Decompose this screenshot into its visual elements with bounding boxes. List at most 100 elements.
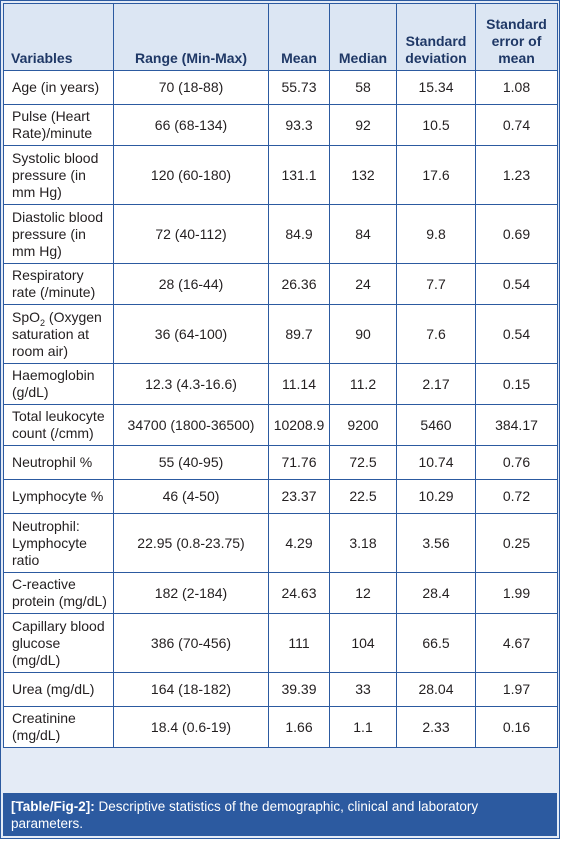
- mean-cell: 11.14: [268, 363, 330, 405]
- caption-tag: [Table/Fig-2]:: [11, 799, 95, 814]
- median-cell: 72.5: [329, 445, 397, 480]
- caption-text: Descriptive statistics of the demographi…: [11, 799, 479, 831]
- mean-cell: 23.37: [268, 479, 330, 514]
- header-standard-deviation: Standard deviation: [396, 3, 476, 71]
- mean-cell: 71.76: [268, 445, 330, 480]
- mean-cell: 4.29: [268, 513, 330, 573]
- table-row: Age (in years) 70 (18-88) 55.73 58 15.34…: [3, 70, 558, 105]
- range-cell: 36 (64-100): [113, 304, 269, 364]
- row-label: SpO2 (Oxygen saturation at room air): [3, 304, 114, 364]
- range-cell: 182 (2-184): [113, 572, 269, 614]
- range-cell: 70 (18-88): [113, 70, 269, 105]
- row-label: Age (in years): [3, 70, 114, 105]
- statistics-table: Variables Range (Min-Max) Mean Median St…: [3, 3, 558, 748]
- range-cell: 55 (40-95): [113, 445, 269, 480]
- sem-cell: 1.97: [475, 672, 558, 707]
- sem-cell: 0.54: [475, 304, 558, 364]
- mean-cell: 39.39: [268, 672, 330, 707]
- median-cell: 3.18: [329, 513, 397, 573]
- mean-cell: 26.36: [268, 263, 330, 305]
- sem-cell: 0.72: [475, 479, 558, 514]
- row-label: Haemoglobin (g/dL): [3, 363, 114, 405]
- range-cell: 12.3 (4.3-16.6): [113, 363, 269, 405]
- sem-cell: 0.16: [475, 706, 558, 748]
- table-row: Urea (mg/dL) 164 (18-182) 39.39 33 28.04…: [3, 672, 558, 707]
- sd-cell: 2.33: [396, 706, 476, 748]
- sd-cell: 10.29: [396, 479, 476, 514]
- range-cell: 66 (68-134): [113, 104, 269, 146]
- sem-cell: 4.67: [475, 613, 558, 673]
- header-range: Range (Min-Max): [113, 3, 269, 71]
- range-cell: 386 (70-456): [113, 613, 269, 673]
- table-row: Lymphocyte % 46 (4-50) 23.37 22.5 10.29 …: [3, 479, 558, 514]
- sem-cell: 1.23: [475, 145, 558, 205]
- mean-cell: 10208.9: [268, 404, 330, 446]
- range-cell: 120 (60-180): [113, 145, 269, 205]
- table-caption: [Table/Fig-2]: Descriptive statistics of…: [3, 793, 557, 836]
- row-label: Neutrophil %: [3, 445, 114, 480]
- row-label: Pulse (Heart Rate)/minute: [3, 104, 114, 146]
- row-label: Neutrophil: Lymphocyte ratio: [3, 513, 114, 573]
- table-row: Systolic blood pressure (in mm Hg) 120 (…: [3, 145, 558, 205]
- header-median: Median: [329, 3, 397, 71]
- sd-cell: 5460: [396, 404, 476, 446]
- median-cell: 84: [329, 204, 397, 264]
- table-row: Capillary blood glucose (mg/dL) 386 (70-…: [3, 613, 558, 673]
- row-label: Capillary blood glucose (mg/dL): [3, 613, 114, 673]
- sem-cell: 1.99: [475, 572, 558, 614]
- row-label: Lymphocyte %: [3, 479, 114, 514]
- mean-cell: 93.3: [268, 104, 330, 146]
- sd-cell: 3.56: [396, 513, 476, 573]
- row-label: Total leukocyte count (/cmm): [3, 404, 114, 446]
- row-label: Respiratory rate (/minute): [3, 263, 114, 305]
- header-standard-error: Standard error of mean: [475, 3, 558, 71]
- row-label-subscript: 2: [40, 317, 46, 328]
- mean-cell: 89.7: [268, 304, 330, 364]
- median-cell: 9200: [329, 404, 397, 446]
- median-cell: 58: [329, 70, 397, 105]
- sd-cell: 9.8: [396, 204, 476, 264]
- mean-cell: 111: [268, 613, 330, 673]
- median-cell: 1.1: [329, 706, 397, 748]
- table-row: Respiratory rate (/minute) 28 (16-44) 26…: [3, 263, 558, 305]
- sd-cell: 17.6: [396, 145, 476, 205]
- sd-cell: 28.4: [396, 572, 476, 614]
- sd-cell: 28.04: [396, 672, 476, 707]
- table-row: Pulse (Heart Rate)/minute 66 (68-134) 93…: [3, 104, 558, 146]
- sem-cell: 0.54: [475, 263, 558, 305]
- median-cell: 24: [329, 263, 397, 305]
- table-row: SpO2 (Oxygen saturation at room air) 36 …: [3, 304, 558, 364]
- table-row: Total leukocyte count (/cmm) 34700 (1800…: [3, 404, 558, 446]
- row-label: Diastolic blood pressure (in mm Hg): [3, 204, 114, 264]
- table-row: Haemoglobin (g/dL) 12.3 (4.3-16.6) 11.14…: [3, 363, 558, 405]
- row-label: Systolic blood pressure (in mm Hg): [3, 145, 114, 205]
- median-cell: 12: [329, 572, 397, 614]
- sd-cell: 15.34: [396, 70, 476, 105]
- table-row: Diastolic blood pressure (in mm Hg) 72 (…: [3, 204, 558, 264]
- row-label: Urea (mg/dL): [3, 672, 114, 707]
- range-cell: 34700 (1800-36500): [113, 404, 269, 446]
- sd-cell: 66.5: [396, 613, 476, 673]
- sd-cell: 7.6: [396, 304, 476, 364]
- table-row: Neutrophil: Lymphocyte ratio 22.95 (0.8-…: [3, 513, 558, 573]
- sem-cell: 0.15: [475, 363, 558, 405]
- mean-cell: 131.1: [268, 145, 330, 205]
- mean-cell: 55.73: [268, 70, 330, 105]
- range-cell: 18.4 (0.6-19): [113, 706, 269, 748]
- header-row: Variables Range (Min-Max) Mean Median St…: [3, 3, 558, 71]
- table-row: Neutrophil % 55 (40-95) 71.76 72.5 10.74…: [3, 445, 558, 480]
- sem-cell: 0.74: [475, 104, 558, 146]
- median-cell: 92: [329, 104, 397, 146]
- median-cell: 33: [329, 672, 397, 707]
- range-cell: 22.95 (0.8-23.75): [113, 513, 269, 573]
- sd-cell: 10.74: [396, 445, 476, 480]
- header-mean: Mean: [268, 3, 330, 71]
- sem-cell: 0.76: [475, 445, 558, 480]
- sd-cell: 7.7: [396, 263, 476, 305]
- median-cell: 132: [329, 145, 397, 205]
- mean-cell: 24.63: [268, 572, 330, 614]
- row-label: Creatinine (mg/dL): [3, 706, 114, 748]
- median-cell: 22.5: [329, 479, 397, 514]
- range-cell: 46 (4-50): [113, 479, 269, 514]
- sem-cell: 1.08: [475, 70, 558, 105]
